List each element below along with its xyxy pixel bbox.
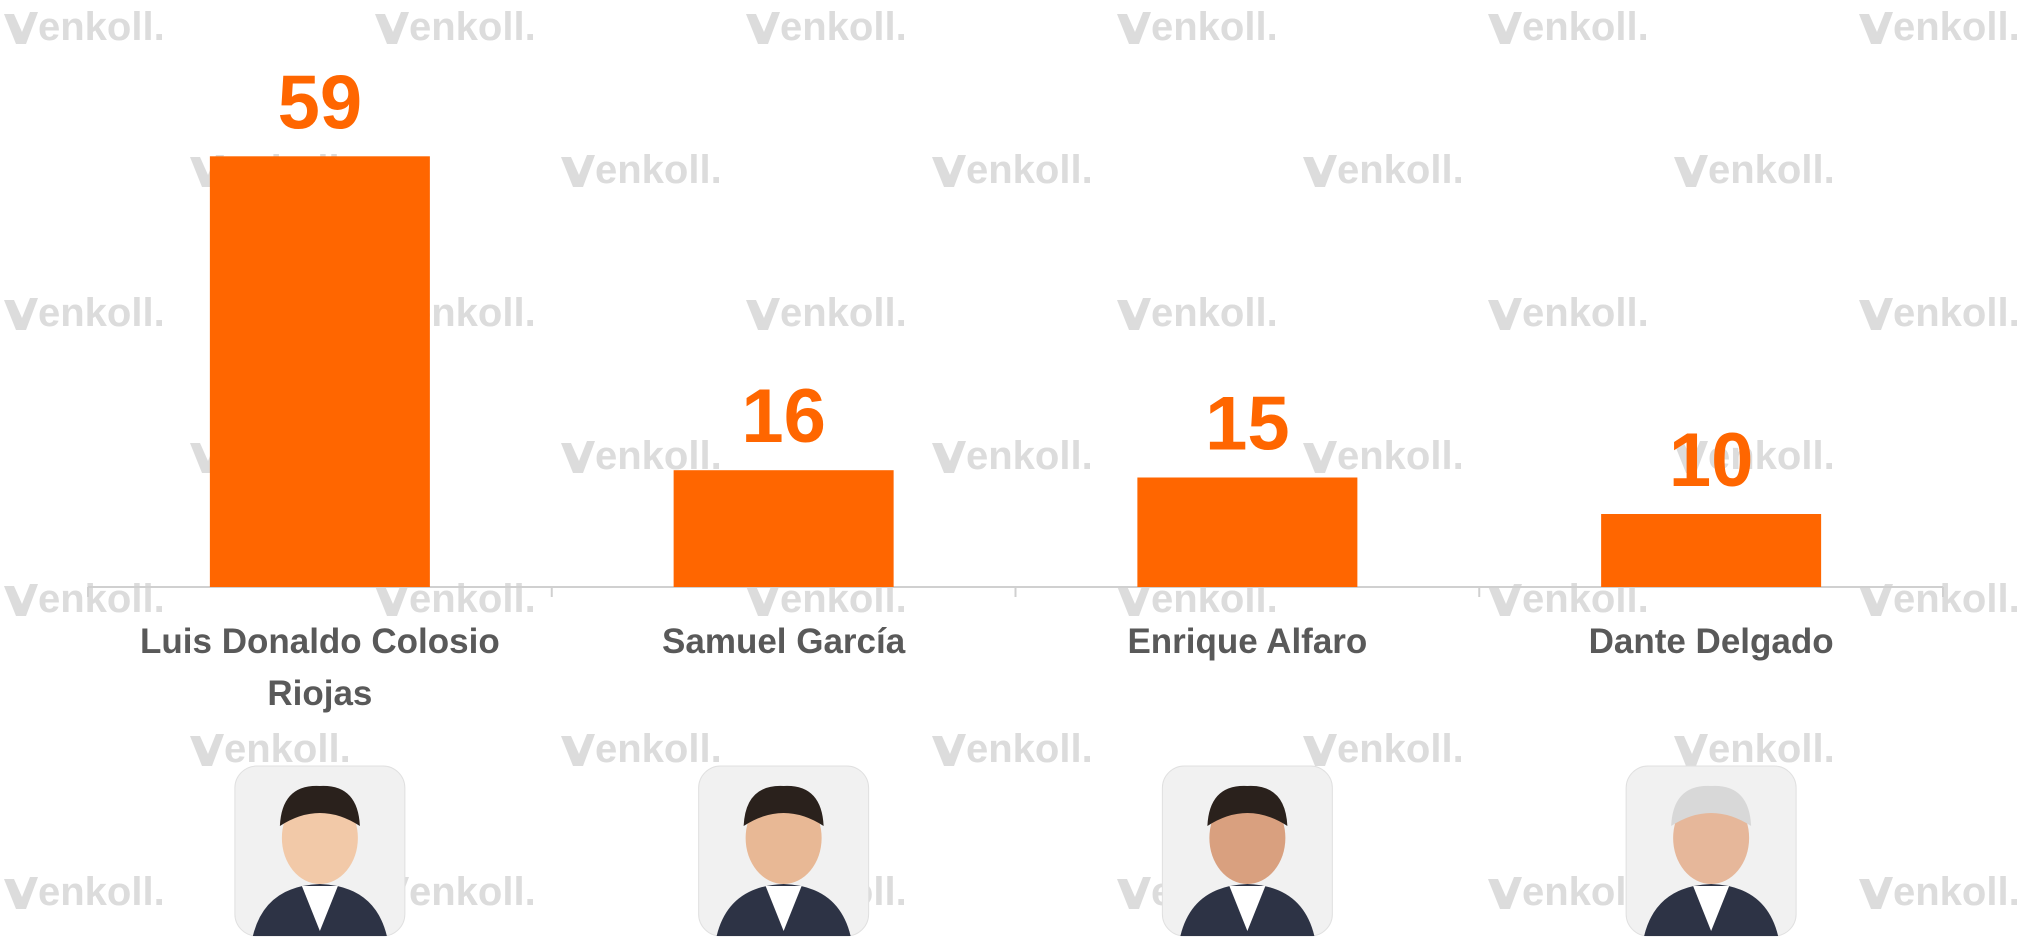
watermark-logo bbox=[561, 155, 595, 187]
watermark-text: enkoll. bbox=[1893, 5, 2020, 49]
x-tick-label: Dante Delgado bbox=[1511, 616, 1911, 668]
watermark-logo bbox=[1488, 12, 1522, 44]
watermark: enkoll. bbox=[4, 577, 165, 621]
watermark-logo bbox=[1859, 877, 1893, 909]
x-tick-label-box: Luis Donaldo Colosio Riojas bbox=[120, 616, 520, 736]
watermark: enkoll. bbox=[561, 148, 722, 192]
watermark-text: enkoll. bbox=[780, 291, 907, 335]
bar bbox=[674, 470, 894, 587]
watermark: enkoll. bbox=[1859, 870, 2020, 914]
x-tick-label-box: Dante Delgado bbox=[1511, 616, 1911, 736]
data-label: 59 bbox=[278, 60, 363, 145]
data-label: 10 bbox=[1669, 418, 1754, 503]
watermark: enkoll. bbox=[1674, 148, 1835, 192]
watermark-text: enkoll. bbox=[966, 148, 1093, 192]
chart: enkoll. enkoll. enkoll. enkoll. enkoll. enkol… bbox=[0, 0, 2041, 939]
watermark-text: enkoll. bbox=[1893, 870, 2020, 914]
watermark-logo bbox=[1859, 12, 1893, 44]
watermark-logo bbox=[1674, 734, 1708, 766]
data-label: 15 bbox=[1205, 382, 1290, 467]
watermark-logo bbox=[932, 441, 966, 473]
watermark-text: enkoll. bbox=[1337, 434, 1464, 478]
watermark: enkoll. bbox=[1117, 5, 1278, 49]
watermark-logo bbox=[1859, 298, 1893, 330]
x-tick-label: Samuel García bbox=[584, 616, 984, 668]
portrait bbox=[699, 766, 869, 936]
watermark-logo bbox=[1117, 12, 1151, 44]
watermark-text: enkoll. bbox=[38, 5, 165, 49]
x-tick-label-box: Enrique Alfaro bbox=[1047, 616, 1447, 736]
watermark: enkoll. bbox=[1117, 291, 1278, 335]
x-tick-label-box: Samuel García bbox=[584, 616, 984, 736]
bar bbox=[210, 156, 430, 587]
watermark: enkoll. bbox=[1859, 5, 2020, 49]
watermark: enkoll. bbox=[746, 291, 907, 335]
watermark-logo bbox=[4, 12, 38, 44]
watermark-text: enkoll. bbox=[409, 5, 536, 49]
watermark-logo bbox=[746, 298, 780, 330]
watermark-text: enkoll. bbox=[38, 291, 165, 335]
watermark-logo bbox=[4, 877, 38, 909]
watermark-logo bbox=[1117, 298, 1151, 330]
watermark-text: enkoll. bbox=[1522, 291, 1649, 335]
watermark-text: enkoll. bbox=[780, 5, 907, 49]
watermark-text: enkoll. bbox=[966, 434, 1093, 478]
watermark-logo bbox=[1674, 155, 1708, 187]
watermark: enkoll. bbox=[932, 148, 1093, 192]
watermark-text: enkoll. bbox=[1337, 148, 1464, 192]
watermark: enkoll. bbox=[1859, 577, 2020, 621]
watermark-logo bbox=[1488, 877, 1522, 909]
watermark: enkoll. bbox=[1303, 434, 1464, 478]
watermark: enkoll. bbox=[1859, 291, 2020, 335]
watermark: enkoll. bbox=[4, 870, 165, 914]
watermark-logo bbox=[1303, 155, 1337, 187]
watermark-logo bbox=[1488, 584, 1522, 616]
watermark-text: enkoll. bbox=[1151, 5, 1278, 49]
portrait bbox=[1162, 766, 1332, 936]
watermark-logo bbox=[1117, 877, 1151, 909]
watermark-logo bbox=[1303, 734, 1337, 766]
watermark: enkoll. bbox=[4, 5, 165, 49]
watermark-logo bbox=[932, 734, 966, 766]
watermark-logo bbox=[561, 441, 595, 473]
watermark-logo bbox=[1117, 584, 1151, 616]
watermark-logo bbox=[375, 584, 409, 616]
watermark-text: enkoll. bbox=[38, 577, 165, 621]
watermark: enkoll. bbox=[375, 5, 536, 49]
watermark-text: enkoll. bbox=[409, 870, 536, 914]
bar bbox=[1137, 478, 1357, 588]
watermark-logo bbox=[746, 584, 780, 616]
watermark-text: enkoll. bbox=[38, 870, 165, 914]
watermark-logo bbox=[561, 734, 595, 766]
bar bbox=[1601, 514, 1821, 587]
portrait bbox=[235, 766, 405, 936]
data-label: 16 bbox=[741, 374, 826, 459]
watermark-logo bbox=[932, 155, 966, 187]
watermark: enkoll. bbox=[1488, 870, 1649, 914]
watermark: enkoll. bbox=[4, 291, 165, 335]
watermark-logo bbox=[1303, 441, 1337, 473]
watermark-text: enkoll. bbox=[1893, 577, 2020, 621]
watermark: enkoll. bbox=[1488, 5, 1649, 49]
watermark-text: enkoll. bbox=[1708, 148, 1835, 192]
watermark: enkoll. bbox=[1303, 148, 1464, 192]
watermark-logo bbox=[190, 734, 224, 766]
watermark-text: enkoll. bbox=[1893, 291, 2020, 335]
x-tick-label: Luis Donaldo Colosio Riojas bbox=[120, 616, 520, 720]
watermark-logo bbox=[375, 12, 409, 44]
watermark: enkoll. bbox=[932, 434, 1093, 478]
watermark-text: enkoll. bbox=[595, 148, 722, 192]
watermark: enkoll. bbox=[746, 5, 907, 49]
watermark-logo bbox=[1488, 298, 1522, 330]
watermark-logo bbox=[4, 298, 38, 330]
portrait bbox=[1626, 766, 1796, 936]
x-tick-label: Enrique Alfaro bbox=[1047, 616, 1447, 668]
watermark-logo bbox=[746, 12, 780, 44]
watermark-text: enkoll. bbox=[1522, 5, 1649, 49]
watermark-logo bbox=[1859, 584, 1893, 616]
watermark: enkoll. bbox=[1488, 291, 1649, 335]
watermark-logo bbox=[4, 584, 38, 616]
watermark-text: enkoll. bbox=[1151, 291, 1278, 335]
